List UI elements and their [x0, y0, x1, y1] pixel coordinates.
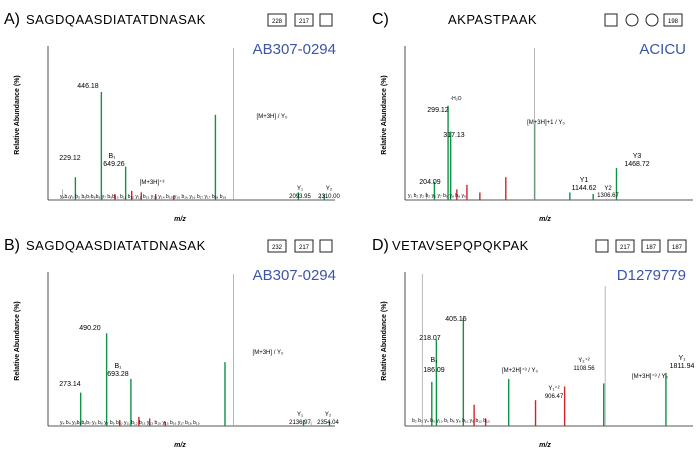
peak-label: 693.28: [107, 371, 129, 378]
peak-label: 317.13: [443, 132, 465, 139]
peak-label: -H₂O: [450, 96, 461, 102]
peak-label: Y₂: [326, 186, 333, 192]
peptide-sequence: AKPASTPAAK: [448, 12, 537, 27]
panel-c-chart: C) AKPASTPAAK 198 ACICU Relative Abundan…: [372, 11, 693, 223]
peptide-sequence: SAGDQAASDIATATDNASAK: [26, 238, 206, 253]
peak-label: 2093.95: [289, 194, 311, 200]
x-axis-label: m/z: [174, 216, 186, 223]
strain-id: D1279779: [617, 267, 686, 284]
peptide-sequence: SAGDQAASDIATATDNASAK: [26, 12, 206, 27]
panel-a-chart: A) SAGDQAASDIATATDNASAK 228 217 AB307-02…: [4, 11, 341, 223]
glycan-label: 232: [272, 245, 283, 251]
glycan-structure: 232 217: [267, 239, 333, 253]
x-axis-label: m/z: [539, 216, 551, 223]
peak-label: [M+3H] / Y₀: [257, 114, 288, 120]
peak-label: 1306.67: [597, 193, 619, 199]
strain-id: AB307-0294: [253, 41, 336, 58]
panel-b: B) SAGDQAASDIATATDNASAK 232 217 AB307-02…: [0, 226, 350, 452]
peak-label: 405.15: [445, 316, 467, 323]
peak-label: [M+3H]⁺³: [140, 179, 165, 186]
peak-label: Y₁: [297, 412, 303, 418]
peak-label: 649.26: [103, 161, 125, 168]
peak-label: 273.14: [59, 381, 81, 388]
panel-c: C) AKPASTPAAK 198 ACICU Relative Abundan…: [350, 0, 700, 226]
peak-label: 2354.04: [317, 420, 339, 426]
y-axis-label: Relative Abundance (%): [381, 301, 388, 380]
peak-label: 204.09: [419, 179, 441, 186]
peak-label: 1468.72: [624, 161, 649, 168]
fragment-ion-row: b₂ b₃ y₄ b₅ y₁₀ b₁ b₆ y₈ b₁₁ y₉ b₁₂ b₁₃: [412, 418, 490, 424]
peak-label: Y₂⁺²: [578, 357, 590, 364]
glycan-label: 217: [620, 245, 631, 251]
peak-label: Y2: [604, 186, 612, 192]
fragment-ion-row: y₄b₄y₅ b₅ b₆b₇b₈b₉ y₇ b₉b₁₀ b₁₁ b₁₂ y₁₂ …: [60, 194, 226, 200]
panel-letter: B): [4, 237, 20, 254]
x-axis-label: m/z: [539, 442, 551, 449]
peak-label: B₁: [114, 363, 122, 370]
peak-label: 229.12: [59, 155, 81, 162]
strain-id: ACICU: [639, 41, 686, 58]
panel-d-chart: D) VETAVSEPQPQKPAK 217 187 187 D1279779 …: [372, 237, 695, 449]
peak-label: 186.09: [423, 367, 445, 374]
peak-label: 446.18: [77, 83, 99, 90]
glycan-label: 217: [299, 245, 310, 251]
strain-id: AB307-0294: [253, 267, 336, 284]
peak-label: 218.07: [419, 335, 441, 342]
y-axis-label: Relative Abundance (%): [14, 75, 21, 154]
glycan-structure: 217 187 187: [595, 239, 687, 253]
peak-label: B₁: [430, 357, 438, 364]
y-axis-label: Relative Abundance (%): [14, 301, 21, 380]
peak-label: 2310.00: [318, 194, 340, 200]
peak-label: Y₁: [678, 355, 686, 362]
fragment-ion-row: y₄ b₄ y₅b₅b₆b₇ y₆ b₈ y₇ b₉ b₁₀ y₁₁ b₁₂ b…: [60, 420, 200, 426]
glycan-label: 198: [668, 19, 679, 25]
peak-label: [M+2H]⁺³ / Y₀: [502, 367, 539, 374]
peak-label: 490.20: [79, 325, 101, 332]
peak-label: Y₁: [297, 186, 303, 192]
peak-label: 1108.56: [573, 366, 595, 372]
peak-label: [M+3H]⁺³ / Y₀: [632, 373, 669, 380]
peak-label: [M+3H]+1 / Y₀: [527, 120, 565, 126]
peak-label: Y1: [580, 177, 589, 184]
glycan-label: 217: [299, 19, 310, 25]
panel-b-chart: B) SAGDQAASDIATATDNASAK 232 217 AB307-02…: [4, 237, 340, 449]
glycan-label: 187: [672, 245, 683, 251]
panel-a: A) SAGDQAASDIATATDNASAK 228 217 AB307-02…: [0, 0, 350, 226]
peak-label: Y₂: [325, 412, 332, 418]
peptide-sequence: VETAVSEPQPQKPAK: [392, 238, 529, 253]
peak-label: B₁: [108, 153, 116, 160]
peak-label: 2136.97: [289, 420, 311, 426]
fragment-ion-row: y₁ b₂ y₂ b₂ y₅ y₇ b₅ y₈ b₈ y₉: [408, 193, 466, 199]
panel-letter: A): [4, 11, 20, 28]
peak-label: Y3: [633, 153, 642, 160]
panel-letter: D): [372, 237, 389, 254]
peak-label: 1811.94: [670, 363, 695, 370]
peak-label: 906.47: [545, 394, 564, 400]
panel-letter: C): [372, 11, 389, 28]
x-axis-label: m/z: [174, 442, 186, 449]
panel-d: D) VETAVSEPQPQKPAK 217 187 187 D1279779 …: [350, 226, 700, 452]
peak-label: [M+3H] / Y₀: [253, 350, 284, 356]
glycan-structure: 228 217: [267, 13, 333, 27]
peak-label: 299.12: [427, 107, 449, 114]
y-axis-label: Relative Abundance (%): [381, 75, 388, 154]
glycan-label: 228: [272, 19, 283, 25]
glycan-structure: 198: [604, 13, 683, 27]
peak-label: Y₁⁺²: [548, 385, 559, 392]
glycan-label: 187: [646, 245, 657, 251]
peak-label: 1144.62: [572, 185, 597, 192]
